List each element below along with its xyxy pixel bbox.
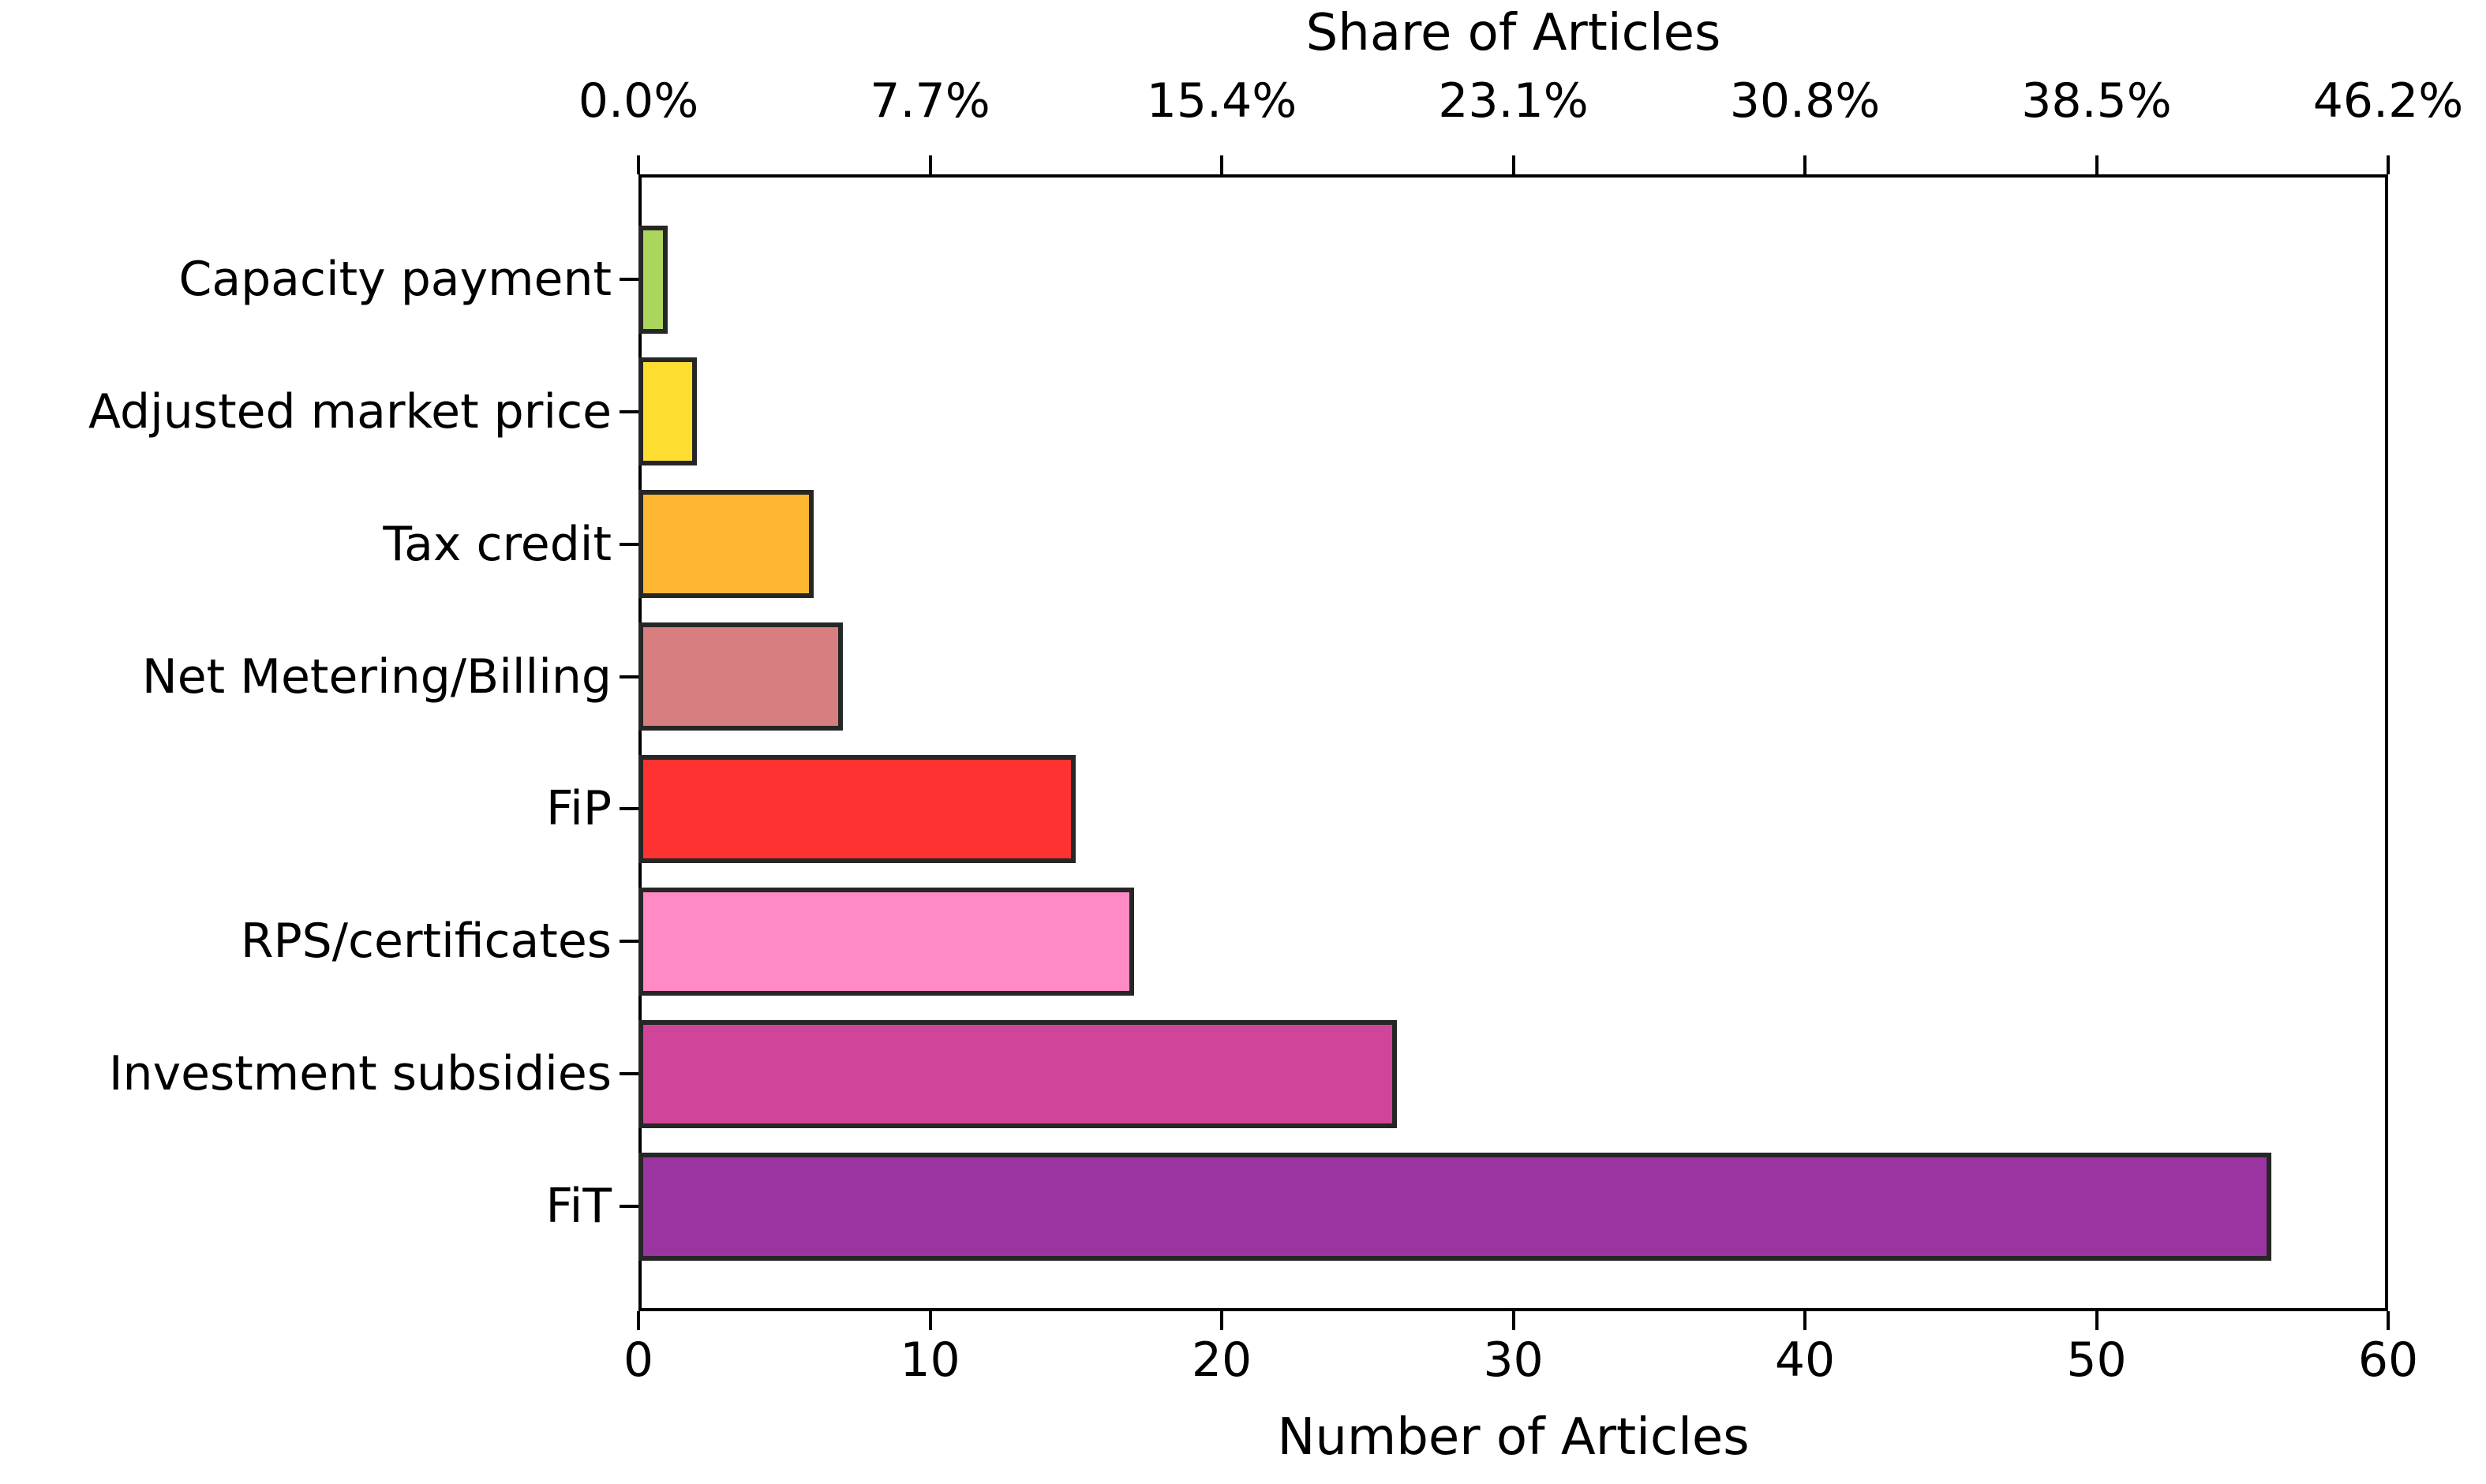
bottom-axis-title: Number of Articles	[1277, 1408, 1750, 1467]
x-top-tick	[2095, 155, 2098, 174]
x-top-tick-label: 46.2%	[2312, 73, 2464, 129]
x-top-tick	[2387, 155, 2390, 174]
top-axis-title: Share of Articles	[1305, 4, 1721, 62]
x-bottom-tick	[1803, 1311, 1806, 1330]
x-top-tick	[637, 155, 640, 174]
bar-adjusted-market-price	[638, 357, 697, 466]
category-label-tax-credit: Tax credit	[383, 516, 612, 572]
bar-fit	[638, 1152, 2272, 1261]
x-top-tick	[1803, 155, 1806, 174]
x-bottom-tick-label: 30	[1483, 1333, 1544, 1388]
bar-capacity-payment	[638, 225, 668, 334]
x-top-tick-label: 30.8%	[1729, 73, 1881, 129]
bar-net-metering-billing	[638, 622, 843, 731]
category-label-rps-certificates: RPS/certificates	[240, 914, 612, 970]
y-tick	[620, 1072, 638, 1076]
bar-tax-credit	[638, 490, 814, 599]
x-bottom-tick	[928, 1311, 932, 1330]
x-bottom-tick-label: 60	[2357, 1333, 2419, 1388]
category-label-investment-subsidies: Investment subsidies	[108, 1046, 612, 1102]
x-bottom-tick	[2387, 1311, 2390, 1330]
x-top-tick	[1220, 155, 1223, 174]
y-tick	[620, 542, 638, 546]
x-top-tick	[928, 155, 932, 174]
x-top-tick-label: 23.1%	[1438, 73, 1589, 129]
x-bottom-tick	[1220, 1311, 1223, 1330]
y-tick	[620, 940, 638, 944]
x-top-tick	[1511, 155, 1515, 174]
bar-fip	[638, 754, 1076, 863]
x-bottom-tick-label: 0	[623, 1333, 654, 1388]
x-top-tick-label: 38.5%	[2021, 73, 2172, 129]
category-label-net-metering-billing: Net Metering/Billing	[141, 649, 612, 705]
x-bottom-tick	[2095, 1311, 2098, 1330]
y-tick	[620, 278, 638, 281]
y-tick	[620, 807, 638, 811]
x-bottom-tick	[637, 1311, 640, 1330]
bar-rps-certificates	[638, 887, 1135, 996]
x-top-tick-label: 15.4%	[1146, 73, 1297, 129]
category-label-capacity-payment: Capacity payment	[178, 252, 612, 307]
category-label-fit: FiT	[545, 1179, 612, 1234]
category-label-adjusted-market-price: Adjusted market price	[88, 383, 612, 439]
x-bottom-tick-label: 50	[2066, 1333, 2127, 1388]
x-top-tick-label: 0.0%	[578, 73, 699, 129]
x-bottom-tick-label: 10	[900, 1333, 960, 1388]
category-label-fip: FiP	[546, 781, 612, 837]
y-tick	[620, 675, 638, 678]
x-top-tick-label: 7.7%	[870, 73, 990, 129]
x-bottom-tick-label: 20	[1191, 1333, 1252, 1388]
plot-area	[638, 174, 2388, 1311]
x-bottom-tick	[1511, 1311, 1515, 1330]
bar-investment-subsidies	[638, 1019, 1397, 1128]
y-tick	[620, 1205, 638, 1208]
y-tick	[620, 409, 638, 413]
x-bottom-tick-label: 40	[1774, 1333, 1836, 1388]
